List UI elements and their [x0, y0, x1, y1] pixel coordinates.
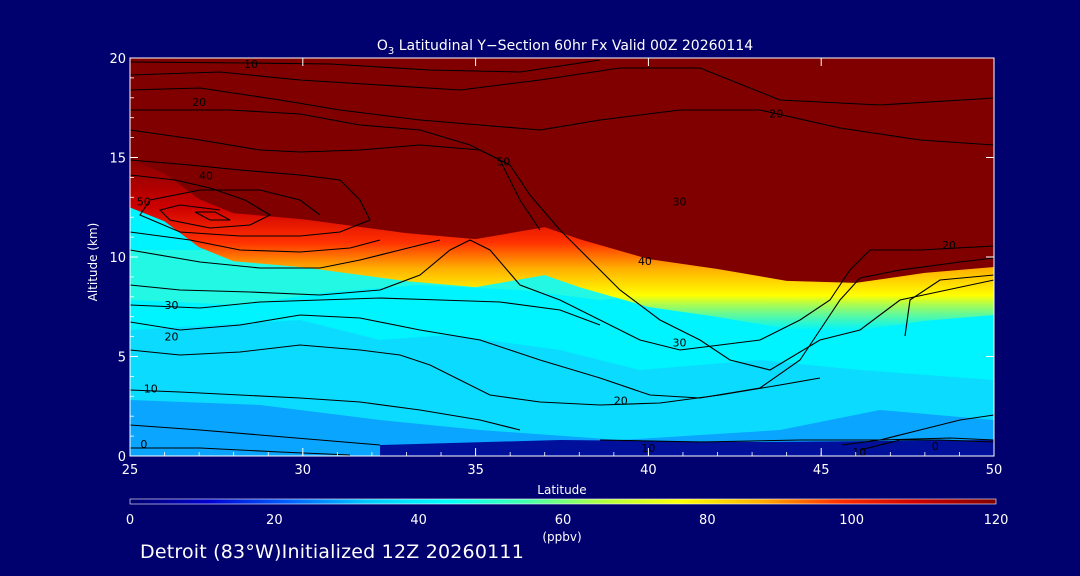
- colorbar: 0 20 40 60 80 100 120 (ppbv): [126, 498, 1009, 544]
- contour-label: 40: [199, 169, 213, 182]
- x-axis-label: Latitude: [537, 483, 586, 497]
- y-tick-label: 5: [118, 351, 126, 366]
- contour-label: 20: [164, 331, 178, 344]
- y-tick-label: 20: [109, 52, 126, 67]
- contour-label: 10: [852, 446, 866, 459]
- colorbar-unit-label: (ppbv): [542, 530, 581, 544]
- contour-label: 20: [192, 96, 206, 109]
- contour-line: [130, 67, 994, 106]
- contour-label: 10: [144, 382, 158, 395]
- contour-label: 20: [614, 394, 628, 407]
- x-tick-label: 30: [295, 463, 312, 478]
- chart-title: O3 Latitudinal Y−Section 60hr Fx Valid 0…: [377, 38, 753, 57]
- contour-label: 0: [932, 440, 939, 453]
- contour-line: [859, 439, 994, 451]
- fill-tropopause-gradient: [130, 153, 994, 331]
- contour-line: [130, 174, 272, 229]
- contour-label: 20: [942, 239, 956, 252]
- contour-line: [130, 239, 441, 269]
- contour-line: [599, 437, 994, 443]
- contour-line: [130, 159, 371, 237]
- contour-label: 30: [164, 299, 178, 312]
- contour-line: [130, 231, 381, 253]
- colorbar-strip: [129, 498, 997, 505]
- contour-label: 30: [673, 337, 687, 350]
- contour-label: 0: [140, 438, 147, 451]
- colorbar-tick-label: 100: [839, 513, 864, 528]
- contour-line: [130, 59, 601, 73]
- colorbar-tick-label: 20: [266, 513, 283, 528]
- contour-line: [130, 257, 994, 399]
- y-tick-label: 0: [118, 450, 126, 465]
- contour-line: [841, 414, 994, 446]
- colorbar-tick-label: 60: [555, 513, 572, 528]
- contour-label: 50: [496, 155, 510, 168]
- y-tick-label: 15: [109, 152, 126, 167]
- colorbar-tick-label: 80: [699, 513, 716, 528]
- y-axis-label: Altitude (km): [86, 223, 100, 302]
- contour-line: [130, 239, 994, 351]
- contour-line: [194, 211, 231, 221]
- contour-lines: [130, 59, 994, 456]
- x-tick-label: 25: [122, 463, 139, 478]
- colorbar-ticks: 0 20 40 60 80 100 120: [126, 513, 1009, 528]
- contour-line: [130, 129, 994, 371]
- x-tick-label: 35: [467, 463, 484, 478]
- contour-label: 10: [244, 58, 258, 71]
- y-tick-label: 10: [109, 251, 126, 266]
- contour-line: [130, 344, 821, 406]
- fill-surface-minimum: [380, 440, 994, 456]
- x-axis: 25 30 35 40 45 50: [122, 58, 1003, 478]
- contour-line: [130, 447, 351, 456]
- colorbar-tick-label: 0: [126, 513, 134, 528]
- contour-line: [130, 297, 601, 326]
- x-tick-label: 40: [640, 463, 657, 478]
- contour-line: [130, 389, 521, 431]
- chart-title-subscript: 3: [388, 46, 394, 57]
- chart-title-rest: Latitudinal Y−Section 60hr Fx Valid 00Z …: [394, 38, 753, 54]
- contour-line: [130, 109, 541, 231]
- chart-title-main: O: [377, 38, 388, 54]
- x-tick-label: 50: [986, 463, 1003, 478]
- contour-line: [130, 424, 381, 446]
- contour-label: 30: [673, 195, 687, 208]
- contour-line: [130, 87, 994, 146]
- contour-label: 40: [638, 255, 652, 268]
- footer-station-info: Detroit (83°W)Initialized 12Z 20260111: [140, 541, 525, 563]
- x-tick-label: 45: [813, 463, 830, 478]
- contour-line: [904, 274, 994, 337]
- contour-label: 20: [769, 108, 783, 121]
- contour-label: 50: [137, 195, 151, 208]
- colorbar-tick-label: 40: [410, 513, 427, 528]
- colorbar-tick-label: 120: [984, 513, 1009, 528]
- y-axis: 0 5 10 15 20: [109, 52, 994, 465]
